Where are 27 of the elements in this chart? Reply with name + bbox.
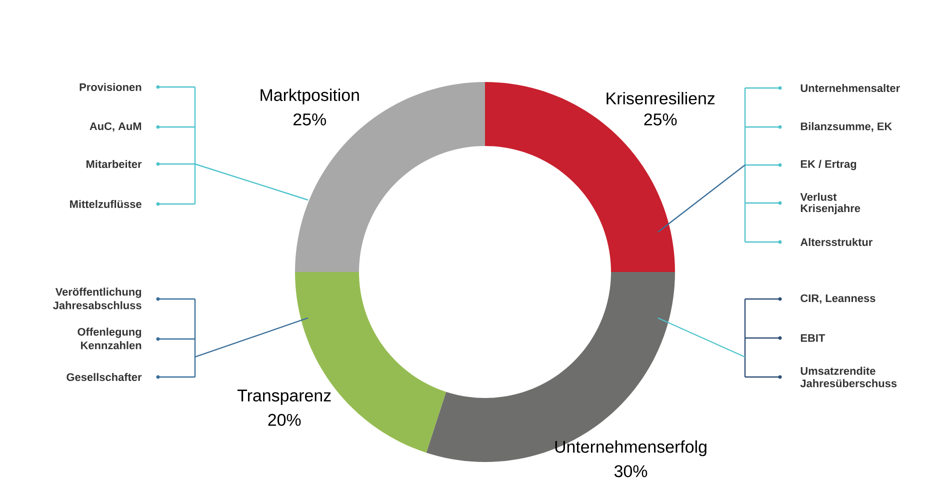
text: Veröffentlichung [55, 288, 142, 298]
text: EK / Ertrag [800, 160, 856, 170]
text: Jahresüberschuss [800, 379, 897, 388]
text: Unternehmensalter [800, 84, 900, 92]
data-label: 25% [294, 113, 326, 126]
slice-label: Marktposition [260, 88, 359, 104]
text: Offenlegung [78, 328, 142, 338]
slice-label: Unternehmenserfolg [555, 440, 706, 456]
text: Krisenjahre [800, 204, 860, 214]
text: Mitarbeiter [86, 160, 142, 168]
text: Jahresabschluss [53, 301, 142, 310]
text: Altersstruktur [800, 238, 872, 246]
text: Verlust [800, 192, 837, 201]
text: Umsatzrendite [800, 366, 876, 375]
text: Kennzahlen [81, 341, 142, 350]
data-label: 25% [644, 113, 677, 126]
slice-label: Transparenz [238, 390, 331, 405]
data-label: 30% [614, 465, 648, 478]
text: Mittelzuflüsse [70, 200, 142, 208]
data-label: 20% [268, 414, 301, 426]
slice-label: Krisenresilienz [606, 92, 715, 104]
text: Gesellschafter [66, 372, 142, 382]
text: AuC, AuM [90, 122, 142, 132]
text: EBIT [800, 334, 826, 342]
text: Provisionen [80, 82, 142, 92]
text: CIR, Leanness [800, 294, 876, 304]
text: Bilanzsumme, EK [800, 122, 892, 132]
